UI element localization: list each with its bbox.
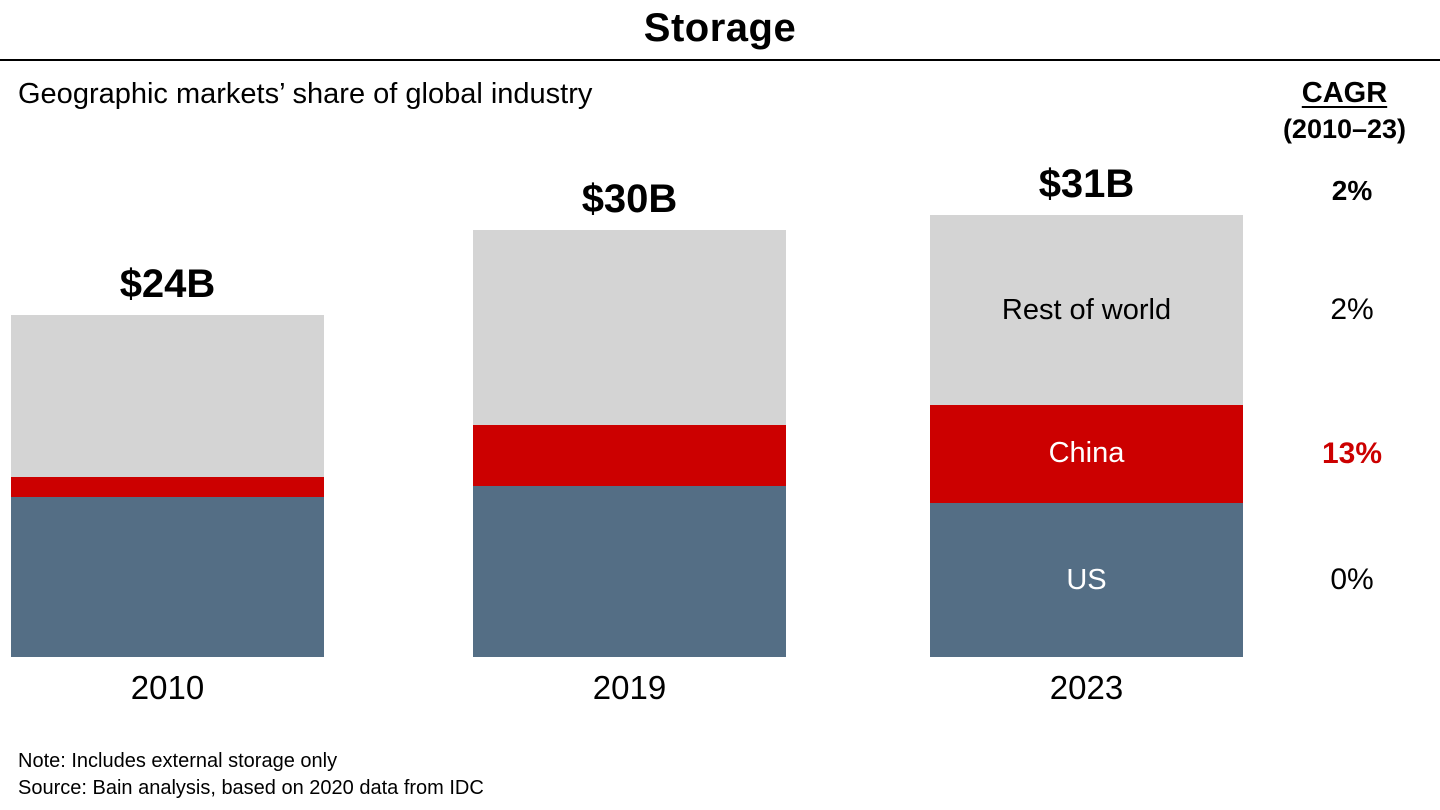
bar-segment-us (11, 497, 324, 657)
bar-segment-china: China (930, 404, 1243, 504)
title-divider (0, 59, 1440, 61)
segment-label: China (1048, 437, 1125, 470)
cagr-header-period: (2010–23) (1282, 113, 1407, 144)
stacked-bar-2019 (473, 229, 786, 658)
bar-total-label: $31B (1038, 162, 1135, 207)
category-label: 2010 (130, 669, 205, 706)
bar-segment-us: US (930, 503, 1243, 657)
category-label: 2019 (592, 669, 667, 706)
stacked-bar-2023: Rest of world China US (930, 215, 1243, 657)
note-text: Note: Includes external storage only (18, 750, 338, 772)
segment-label: US (1066, 563, 1107, 596)
bar-total-label: $24B (119, 262, 216, 306)
category-label: 2023 (1049, 669, 1124, 706)
cagr-row-value-us: 0% (1330, 563, 1374, 597)
cagr-row-value-china: 13% (1321, 436, 1383, 470)
stacked-bar-2010 (11, 315, 324, 657)
bar-segment-us (473, 485, 786, 657)
chart-subtitle: Geographic markets’ share of global indu… (18, 78, 593, 110)
cagr-total-value: 2% (1331, 175, 1373, 207)
bar-segment-rest-of-world: Rest of world (930, 215, 1243, 405)
bar-segment-china (11, 477, 324, 498)
cagr-header: CAGR (2010–23) (1252, 76, 1437, 145)
cagr-row-value-rest-of-world: 2% (1330, 293, 1374, 326)
bar-segment-china (473, 424, 786, 486)
bar-segment-rest-of-world (11, 315, 324, 478)
cagr-header-label: CAGR (1301, 77, 1388, 109)
bar-segment-rest-of-world (473, 229, 786, 425)
segment-label: Rest of world (1001, 293, 1172, 326)
page-title: Storage (643, 6, 797, 50)
bar-total-label: $30B (581, 176, 678, 221)
source-text: Source: Bain analysis, based on 2020 dat… (18, 777, 484, 799)
footnotes: Note: Includes external storage only Sou… (18, 748, 484, 802)
